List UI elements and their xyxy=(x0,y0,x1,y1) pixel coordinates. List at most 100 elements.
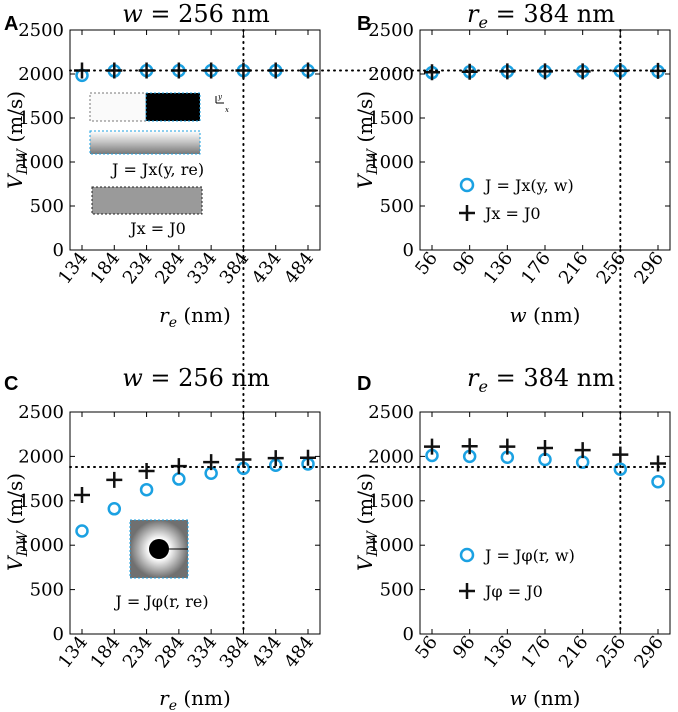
xtick-label: 484 xyxy=(280,632,318,672)
ytick-label: 2000 xyxy=(368,64,414,85)
xtick-label: 384 xyxy=(216,248,254,288)
panel-b-yaxis-label: VDW (m/s) xyxy=(353,91,381,189)
data-point-plus xyxy=(203,62,220,79)
xtick-label: 234 xyxy=(119,248,157,288)
panel-b-markers xyxy=(424,62,666,81)
legend-b-circle-marker xyxy=(459,177,475,193)
ytick-label: 500 xyxy=(380,580,414,601)
xtick-label: 296 xyxy=(630,248,668,288)
xtick-label: 434 xyxy=(248,248,286,288)
xtick-label: 56 xyxy=(411,632,442,663)
ytick-label: 2500 xyxy=(368,20,414,41)
data-point-plus xyxy=(106,471,123,488)
data-point-plus xyxy=(461,63,478,80)
inset-axis-x-glyph: x xyxy=(225,106,229,114)
xtick-label: 384 xyxy=(216,632,254,672)
ytick-label: 2500 xyxy=(18,20,64,41)
inset-a-label-1: J = Jx(y, re) xyxy=(110,160,204,179)
xtick-label: 176 xyxy=(517,248,555,288)
ytick-label: 0 xyxy=(53,624,64,645)
panel-d-yticks: 0 500 1000 1500 2000 2500 xyxy=(368,402,670,645)
panel-a-markers xyxy=(74,62,316,83)
ytick-label: 2000 xyxy=(368,446,414,467)
legend-d-label-1: J = Jφ(r, w) xyxy=(483,546,575,565)
ytick-label: 500 xyxy=(380,196,414,217)
panel-a-title: w = 256 nm xyxy=(122,0,270,28)
xtick-label: 216 xyxy=(555,248,593,288)
xtick-label: 216 xyxy=(555,632,593,672)
ytick-label: 2500 xyxy=(368,402,414,423)
data-point-plus xyxy=(424,438,440,455)
ytick-label: 500 xyxy=(30,196,64,217)
legend-b-plus-marker xyxy=(459,205,475,221)
inset-a-label-2: Jx = J0 xyxy=(128,219,186,238)
xtick-label: 176 xyxy=(517,632,555,672)
panel-c-title: w = 256 nm xyxy=(122,364,270,392)
xtick-label: 96 xyxy=(449,632,480,663)
data-point-circle xyxy=(575,455,590,469)
panel-c-markers xyxy=(74,449,316,538)
ytick-label: 1000 xyxy=(368,152,414,173)
data-point-circle xyxy=(613,462,628,477)
ytick-label: 0 xyxy=(403,240,414,261)
xtick-label: 484 xyxy=(280,248,318,288)
data-point-circle xyxy=(651,474,665,489)
panel-c-xaxis-label: re (nm) xyxy=(159,686,231,712)
xtick-label: 136 xyxy=(480,632,518,672)
panel-a-yticks: 0 500 1000 1500 2000 2500 xyxy=(18,20,320,261)
inset-uniform-strip xyxy=(91,186,203,215)
ytick-label: 2000 xyxy=(18,64,64,85)
xtick-label: 296 xyxy=(630,632,668,672)
data-point-circle xyxy=(172,472,186,486)
guide-lines xyxy=(69,69,671,469)
panel-d: D re = 384 nm VDW (m/s) 0 500 1000 1500 2000… xyxy=(353,364,671,710)
ytick-label: 1000 xyxy=(18,535,64,556)
panel-d-xticks: 56 96 136 176 216 256 296 xyxy=(411,412,668,672)
ytick-label: 0 xyxy=(403,624,414,645)
xtick-label: 56 xyxy=(411,248,442,279)
panel-b-xaxis-label: w (nm) xyxy=(510,303,581,327)
ytick-label: 1500 xyxy=(368,491,414,512)
panel-d-yaxis-label: VDW (m/s) xyxy=(353,473,381,571)
ytick-label: 1000 xyxy=(368,535,414,556)
data-point-plus xyxy=(612,62,629,79)
legend-d-plus-marker xyxy=(459,583,475,599)
xtick-label: 284 xyxy=(151,248,189,288)
ytick-label: 500 xyxy=(30,580,64,601)
panel-a-letter: A xyxy=(4,13,18,35)
panel-b: B re = 384 nm VDW (m/s) 0 500 1000 1500 2000… xyxy=(353,0,671,327)
panel-d-letter: D xyxy=(357,373,371,395)
panel-d-title: re = 384 nm xyxy=(467,364,615,396)
ytick-label: 1500 xyxy=(18,491,64,512)
xtick-label: 434 xyxy=(248,632,286,672)
xtick-label: 96 xyxy=(449,248,480,279)
panel-d-frame xyxy=(419,411,671,635)
panel-a: A w = 256 nm VDW (m/s) 0 500 1000 1500 2000 2… xyxy=(3,0,321,331)
data-point-plus xyxy=(138,463,155,480)
data-point-plus xyxy=(267,450,284,467)
panel-c-letter: C xyxy=(4,373,18,395)
svg-text:VDW (m/s): VDW (m/s) xyxy=(353,473,381,571)
ytick-label: 1000 xyxy=(18,152,64,173)
ytick-label: 2000 xyxy=(18,446,64,467)
xtick-label: 184 xyxy=(87,632,125,672)
panel-d-xaxis-label: w (nm) xyxy=(510,686,581,710)
panel-c-yaxis-label: VDW (m/s) xyxy=(3,473,31,571)
legend-b-label-1: J = Jx(y, w) xyxy=(483,176,574,195)
legend-d-label-2: Jφ = J0 xyxy=(483,582,543,601)
xtick-label: 334 xyxy=(183,632,221,672)
ytick-label: 2500 xyxy=(18,402,64,423)
inset-half-black-strip xyxy=(145,92,201,122)
xtick-label: 334 xyxy=(183,248,221,288)
data-point-plus xyxy=(138,62,155,79)
inset-half-white-strip xyxy=(89,92,147,122)
data-point-plus xyxy=(461,438,478,455)
xtick-label: 136 xyxy=(480,248,518,288)
panel-c-yticks: 0 500 1000 1500 2000 2500 xyxy=(18,402,320,645)
ytick-label: 1500 xyxy=(368,108,414,129)
data-point-plus xyxy=(574,442,591,459)
panel-b-frame xyxy=(419,29,671,251)
data-point-plus xyxy=(537,439,553,456)
data-point-plus xyxy=(300,62,316,79)
data-point-plus xyxy=(203,454,220,471)
